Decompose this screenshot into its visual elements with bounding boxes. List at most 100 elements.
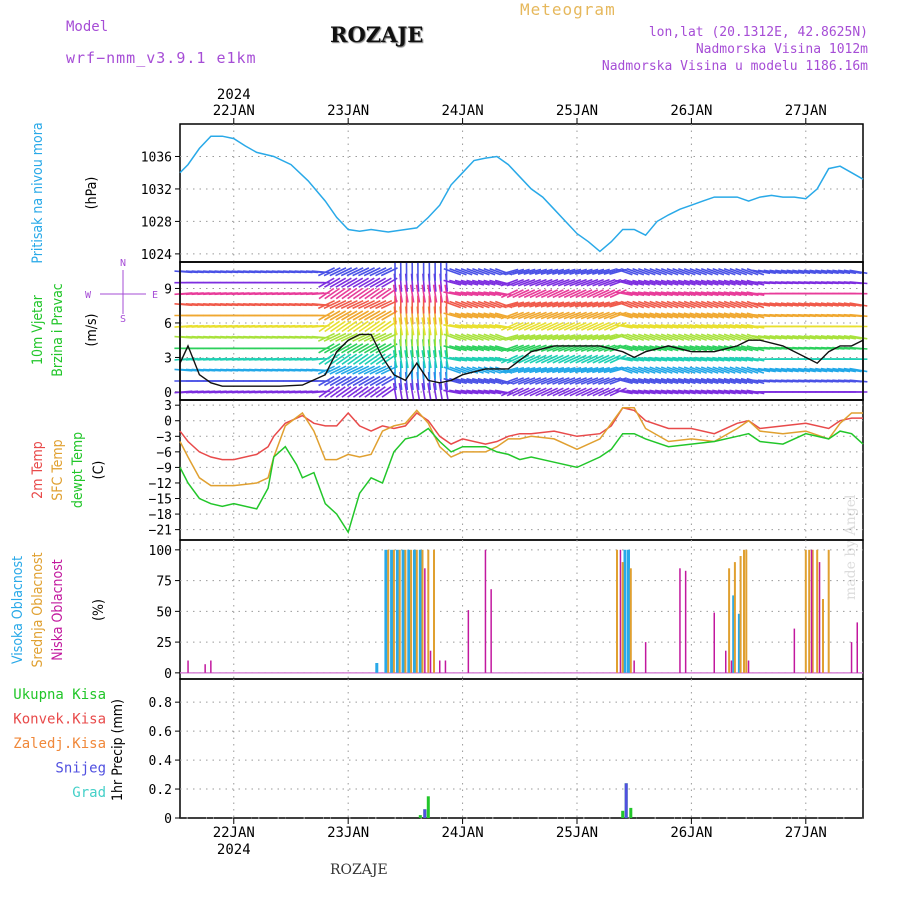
wind-arrow bbox=[597, 366, 616, 374]
wind-arrow bbox=[323, 267, 341, 277]
wind-arrow bbox=[820, 302, 839, 307]
wind-arrow bbox=[741, 268, 759, 276]
wind-arrow bbox=[735, 366, 753, 374]
wind-arrow bbox=[557, 366, 576, 374]
cloud-bar bbox=[850, 642, 853, 673]
wind-arrow bbox=[775, 367, 794, 373]
cloud-bar bbox=[808, 549, 811, 673]
cloud-bar bbox=[407, 549, 411, 673]
cloud-bar bbox=[444, 660, 447, 673]
wind-arrow bbox=[335, 343, 352, 354]
wind-arrow bbox=[689, 366, 707, 374]
wind-arrow bbox=[358, 287, 375, 300]
wind-arrow bbox=[575, 377, 593, 385]
wind-arrow bbox=[626, 300, 645, 309]
wind-arrow bbox=[769, 367, 788, 373]
wind-arrow bbox=[449, 389, 468, 395]
wind-arrow bbox=[626, 366, 645, 374]
wind-arrow bbox=[740, 312, 759, 319]
wind-arrow bbox=[466, 345, 485, 352]
y-tick-label: 25 bbox=[156, 636, 172, 651]
wind-arrow bbox=[506, 366, 525, 374]
wind-arrow bbox=[460, 324, 479, 329]
wind-arrow bbox=[489, 291, 508, 297]
wind-arrow bbox=[427, 284, 432, 303]
y-tick-label: 6 bbox=[164, 317, 172, 332]
wind-arrow bbox=[347, 386, 363, 398]
wind-arrow bbox=[512, 321, 530, 331]
wind-arrow bbox=[666, 300, 685, 309]
wind-arrow bbox=[443, 268, 462, 276]
cloud-bar bbox=[467, 610, 470, 673]
wind-arrow bbox=[466, 300, 484, 309]
wind-arrow bbox=[529, 278, 547, 287]
wind-arrow bbox=[654, 291, 673, 297]
precip-legend-item: Snijeg bbox=[55, 761, 106, 777]
wind-arrow bbox=[449, 345, 467, 352]
wind-arrow bbox=[660, 268, 679, 276]
wind-arrow bbox=[683, 279, 702, 286]
wind-arrow bbox=[364, 320, 381, 333]
wind-arrow bbox=[324, 353, 341, 365]
wind-arrow bbox=[546, 268, 565, 275]
wind-arrow bbox=[471, 291, 490, 297]
wind-arrow bbox=[449, 300, 467, 309]
wind-arrow bbox=[780, 302, 799, 307]
wind-arrow bbox=[512, 377, 530, 385]
cloud-bar bbox=[204, 664, 206, 673]
wind-arrow bbox=[683, 389, 702, 395]
wind-arrow bbox=[540, 354, 559, 364]
wind-arrow bbox=[552, 377, 570, 385]
wind-arrow bbox=[500, 366, 519, 374]
wind-arrow bbox=[563, 334, 582, 341]
wind-arrow bbox=[466, 333, 484, 342]
wind-arrow bbox=[358, 343, 375, 354]
wind-arrow bbox=[837, 335, 857, 340]
x-tick-label-top: 24JAN bbox=[442, 103, 484, 119]
wind-arrow bbox=[569, 387, 587, 397]
wind-arrow bbox=[466, 291, 485, 297]
wind-arrow bbox=[341, 277, 358, 288]
wind-arrow bbox=[592, 321, 610, 331]
cloud-bar bbox=[629, 568, 632, 673]
wind-arrow bbox=[563, 321, 581, 331]
wind-arrow bbox=[540, 334, 559, 341]
wind-arrow bbox=[706, 291, 725, 297]
wind-arrow bbox=[552, 354, 570, 364]
wind-arrow bbox=[695, 333, 713, 342]
wind-arrow bbox=[449, 366, 467, 374]
wind-arrow bbox=[729, 356, 748, 362]
wind-arrow bbox=[849, 367, 868, 373]
wind-arrow bbox=[540, 387, 559, 397]
wind-arrow bbox=[529, 301, 548, 308]
wind-arrow bbox=[592, 301, 610, 308]
wind-arrow bbox=[460, 300, 479, 309]
wind-arrow bbox=[512, 334, 530, 341]
model-label: Model bbox=[66, 19, 109, 35]
wind-speed-line bbox=[179, 333, 864, 387]
wind-arrow bbox=[614, 279, 633, 286]
wind-arrow bbox=[575, 321, 593, 331]
wind-arrow bbox=[643, 279, 662, 286]
wind-arrow bbox=[375, 299, 393, 310]
wind-arrow bbox=[364, 343, 381, 354]
wind-arrow bbox=[569, 334, 588, 341]
wind-arrow bbox=[358, 375, 375, 387]
wind-arrow bbox=[335, 365, 353, 375]
wind-arrow bbox=[340, 267, 358, 277]
wind-arrow bbox=[329, 375, 347, 387]
wind-arrow bbox=[506, 334, 525, 341]
wind-arrow bbox=[815, 367, 834, 373]
wind-arrow bbox=[466, 312, 485, 319]
wind-arrow bbox=[471, 356, 490, 362]
wind-arrow bbox=[415, 284, 421, 303]
wind-arrow bbox=[575, 278, 593, 287]
wind-arrow bbox=[637, 312, 656, 319]
cloud-bar bbox=[619, 549, 622, 673]
wind-arrow bbox=[409, 284, 415, 303]
wind-arrow bbox=[723, 389, 742, 395]
wind-arrow bbox=[494, 324, 513, 329]
wind-arrow bbox=[364, 277, 381, 288]
y-tick-label: 0.8 bbox=[149, 696, 172, 711]
wind-arrow bbox=[557, 301, 576, 308]
